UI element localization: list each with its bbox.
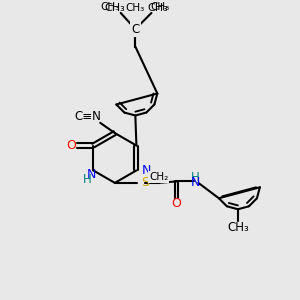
- Text: C: C: [131, 22, 140, 36]
- Text: CH₃: CH₃: [151, 2, 170, 12]
- Text: H: H: [191, 171, 200, 184]
- Text: CH₃: CH₃: [227, 221, 249, 234]
- Text: N: N: [142, 164, 151, 177]
- Text: O: O: [171, 197, 181, 210]
- Text: N: N: [191, 176, 200, 189]
- Text: S: S: [141, 176, 149, 189]
- Text: O: O: [66, 139, 76, 152]
- Text: CH₃: CH₃: [104, 3, 124, 13]
- Text: CH₂: CH₂: [149, 172, 168, 182]
- Text: N: N: [87, 168, 97, 181]
- Text: H: H: [82, 173, 91, 186]
- Text: CH₃: CH₃: [148, 3, 168, 13]
- Text: CH₃: CH₃: [126, 3, 145, 13]
- Text: CH₃: CH₃: [101, 2, 120, 12]
- Text: C≡N: C≡N: [74, 110, 101, 123]
